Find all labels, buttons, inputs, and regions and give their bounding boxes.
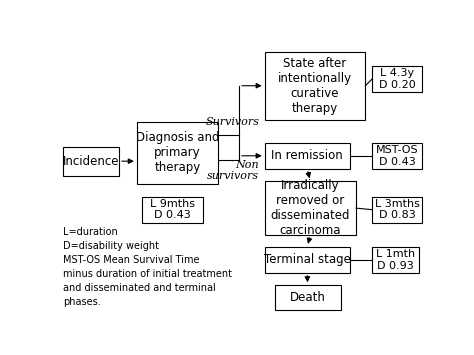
- FancyBboxPatch shape: [63, 147, 119, 176]
- Text: L 9mths
D 0.43: L 9mths D 0.43: [150, 199, 195, 220]
- FancyBboxPatch shape: [264, 52, 365, 120]
- Text: L 3mths
D 0.83: L 3mths D 0.83: [375, 199, 419, 220]
- Text: State after
intentionally
curative
therapy: State after intentionally curative thera…: [278, 57, 352, 115]
- Text: Terminal stage: Terminal stage: [264, 253, 351, 266]
- Text: Survivors: Survivors: [205, 117, 259, 127]
- FancyBboxPatch shape: [373, 143, 422, 169]
- Text: Diagnosis and
primary
therapy: Diagnosis and primary therapy: [136, 131, 219, 174]
- Text: Death: Death: [290, 291, 326, 304]
- Text: Non
survivors: Non survivors: [207, 160, 259, 181]
- Text: L=duration
D=disability weight
MST-OS Mean Survival Time
minus duration of initi: L=duration D=disability weight MST-OS Me…: [63, 228, 232, 307]
- FancyBboxPatch shape: [137, 122, 218, 184]
- Text: In remission: In remission: [272, 149, 343, 162]
- FancyBboxPatch shape: [264, 143, 350, 169]
- FancyBboxPatch shape: [142, 197, 202, 223]
- Text: MST-OS
D 0.43: MST-OS D 0.43: [376, 145, 419, 166]
- FancyBboxPatch shape: [373, 197, 422, 223]
- Text: Incidence: Incidence: [63, 155, 119, 168]
- Text: L 4.3y
D 0.20: L 4.3y D 0.20: [379, 68, 416, 89]
- Text: L 1mth
D 0.93: L 1mth D 0.93: [376, 249, 415, 271]
- FancyBboxPatch shape: [264, 247, 350, 273]
- FancyBboxPatch shape: [264, 181, 356, 235]
- FancyBboxPatch shape: [275, 285, 341, 310]
- FancyBboxPatch shape: [373, 66, 422, 92]
- FancyBboxPatch shape: [373, 247, 419, 273]
- Text: Irradically
removed or
disseminated
carcinoma: Irradically removed or disseminated carc…: [271, 179, 350, 237]
